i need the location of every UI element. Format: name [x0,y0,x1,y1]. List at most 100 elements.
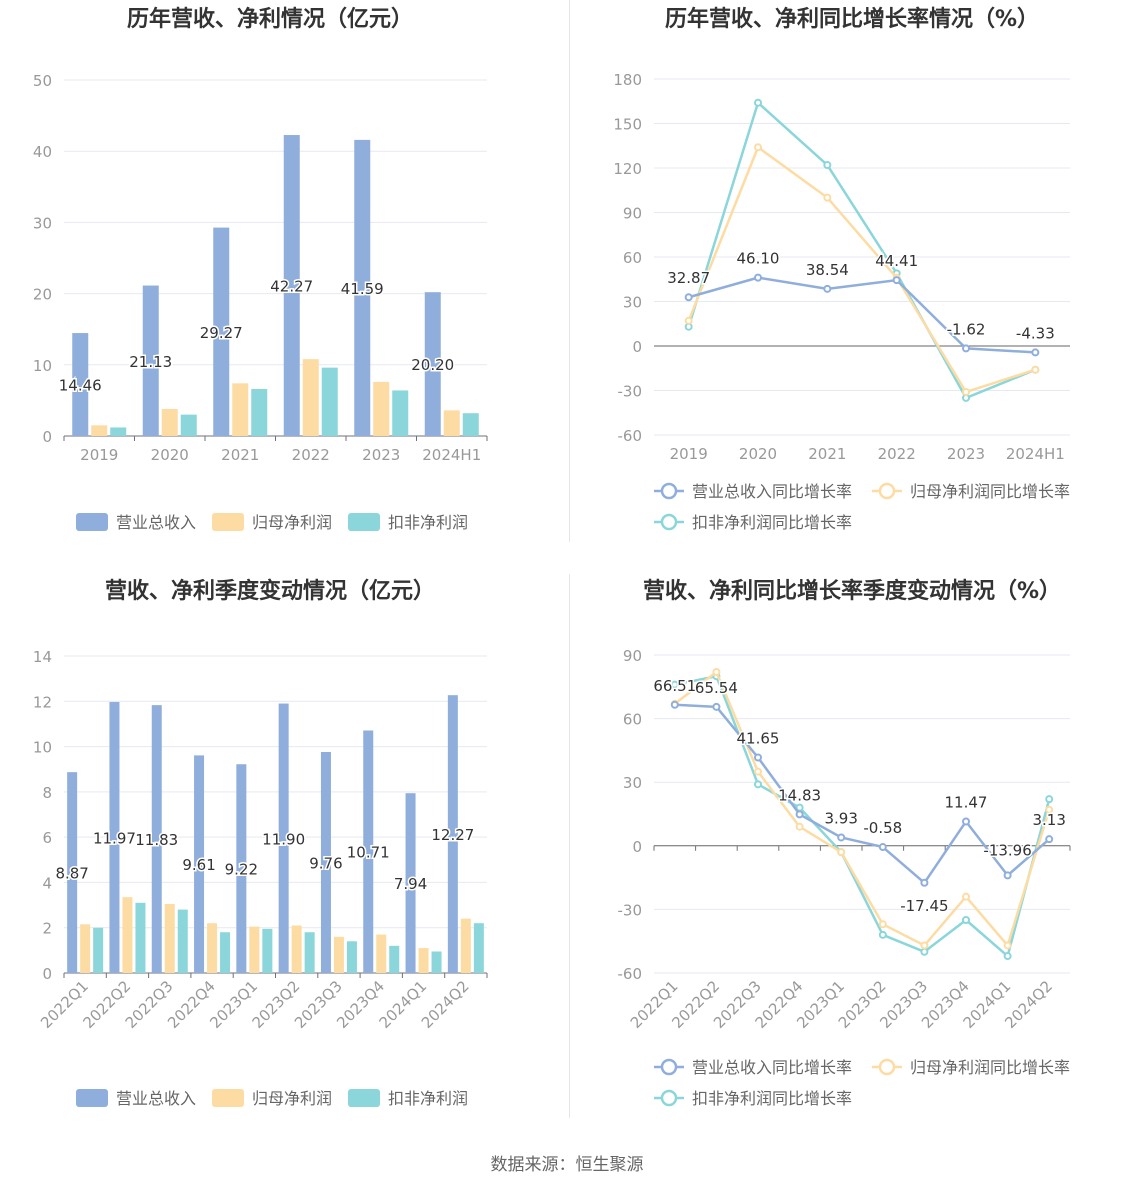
bar-revenue [213,227,230,436]
y-tick-label: 0 [632,838,642,856]
legend-marker [878,1058,896,1076]
bar-deducted-profit [462,413,479,436]
bar-deducted-profit [180,414,197,436]
y-tick-label: 12 [33,693,52,711]
y-tick-label: 20 [33,286,52,304]
legend-marker [660,482,678,500]
legend-swatch [212,1089,244,1107]
point-revenue-growth [670,700,679,709]
line-revenue-growth [688,276,1036,354]
bar-revenue [363,730,374,973]
bar-data-label: 10.71 [347,844,390,862]
x-tick-label: 2019 [80,446,118,464]
y-tick-label: -30 [618,383,643,401]
point-net-profit-growth [1003,941,1012,950]
bar-net-profit [302,359,319,436]
point-deducted-profit-growth [754,98,762,107]
y-tick-label: 30 [33,214,52,232]
bar-net-profit [443,410,460,436]
bar-data-label: 29.27 [200,324,243,342]
legend-label: 营业总收入 [116,1089,196,1108]
line-data-label: 44.41 [875,252,918,270]
y-tick-label: 2 [42,920,52,938]
point-revenue-growth [878,843,887,852]
bar-revenue [67,772,78,973]
point-revenue-growth [837,833,846,842]
point-net-profit-growth [684,316,693,325]
x-tick-label: 2020 [739,445,777,463]
point-revenue-growth [823,284,832,293]
bar-net-profit [333,936,344,973]
bar-data-label: 20.20 [411,356,454,374]
bar-net-profit [460,918,471,973]
legend-swatch [76,513,108,531]
line-data-label: -0.58 [863,819,902,837]
chart-title: 营收、净利同比增长率季度变动情况（%） [643,578,1061,604]
point-deducted-profit-growth [823,161,832,170]
chart-title: 历年营收、净利情况（亿元） [127,6,413,32]
legend-label: 营业总收入 [116,513,196,532]
x-tick-label: 2024H1 [422,446,481,464]
x-tick-label: 2023 [947,445,985,463]
x-tick-label: 2021 [221,446,259,464]
x-tick-label: 2019 [670,445,708,463]
point-net-profit-growth [962,387,970,396]
legend-marker [660,1089,678,1107]
y-tick-label: -30 [618,901,643,919]
point-net-profit-growth [795,822,804,831]
bar-data-label: 11.90 [262,830,305,848]
bar-data-label: 14.46 [59,377,102,395]
quarterly-growth-panel: 营收、净利同比增长率季度变动情况（%） -60 -30 0 30 60 90 2022Q1 20… [570,572,1134,1132]
bar-revenue [424,292,441,436]
bar-revenue [142,285,159,436]
x-tick-label: 2022 [292,446,330,464]
y-tick-label: 90 [623,647,642,665]
bar-net-profit [122,897,133,973]
y-tick-label: 4 [42,874,52,892]
y-tick-label: -60 [618,965,643,983]
bar-revenue [151,705,162,973]
point-net-profit-growth [962,892,970,901]
point-revenue-growth [962,817,970,826]
y-tick-label: 50 [33,72,52,90]
point-deducted-profit-growth [878,930,887,939]
bar-data-label: 12.27 [431,826,474,844]
annual-values-panel: 历年营收、净利情况（亿元） 0 10 20 30 40 50 2019 2020 2021 2022… [0,0,569,560]
line-data-label: 38.54 [806,261,849,279]
y-tick-label: 60 [623,711,642,729]
legend-swatch [76,1089,108,1107]
legend-label: 营业总收入同比增长率 [692,482,852,501]
line-net-profit-growth [674,670,1051,947]
point-revenue-growth [754,753,762,762]
bar-revenue [194,755,205,973]
bar-deducted-profit [304,932,315,973]
line-data-label: 3.93 [824,809,857,827]
x-tick-label: 2022 [878,445,916,463]
legend-label: 扣非净利润同比增长率 [692,513,852,532]
point-deducted-profit-growth [670,680,679,689]
y-tick-label: 10 [33,739,52,757]
legend-label: 归母净利润同比增长率 [910,482,1070,501]
point-revenue-growth [712,702,721,711]
legend-label: 扣非净利润 [388,1089,468,1108]
bar-data-label: 11.83 [135,831,178,849]
bar-revenue [236,764,247,973]
y-tick-label: 40 [33,143,52,161]
bar-deducted-profit [110,427,127,436]
line-net-profit-growth [687,145,1036,394]
line-data-label: -17.45 [900,897,948,915]
y-tick-label: 0 [42,965,52,983]
bar-revenue [72,333,89,436]
line-data-label: 46.10 [737,250,780,268]
bar-net-profit [164,903,175,973]
legend-label: 归母净利润 [252,513,332,532]
y-tick-label: 150 [613,116,642,134]
line-data-label: 65.54 [695,679,738,697]
quarterly-values-panel: 营收、净利季度变动情况（亿元） 0 2 4 6 8 10 12 14 2022Q1 2022Q2 20… [0,572,569,1132]
bar-data-label: 9.76 [309,855,342,873]
quarterly-growth-chart: 营收、净利同比增长率季度变动情况（%）-60-3003060902022Q120… [618,578,1071,1108]
bar-deducted-profit [220,932,231,973]
point-deducted-profit-growth [1003,952,1012,961]
point-deducted-profit-growth [754,780,762,789]
bar-net-profit [91,425,108,436]
